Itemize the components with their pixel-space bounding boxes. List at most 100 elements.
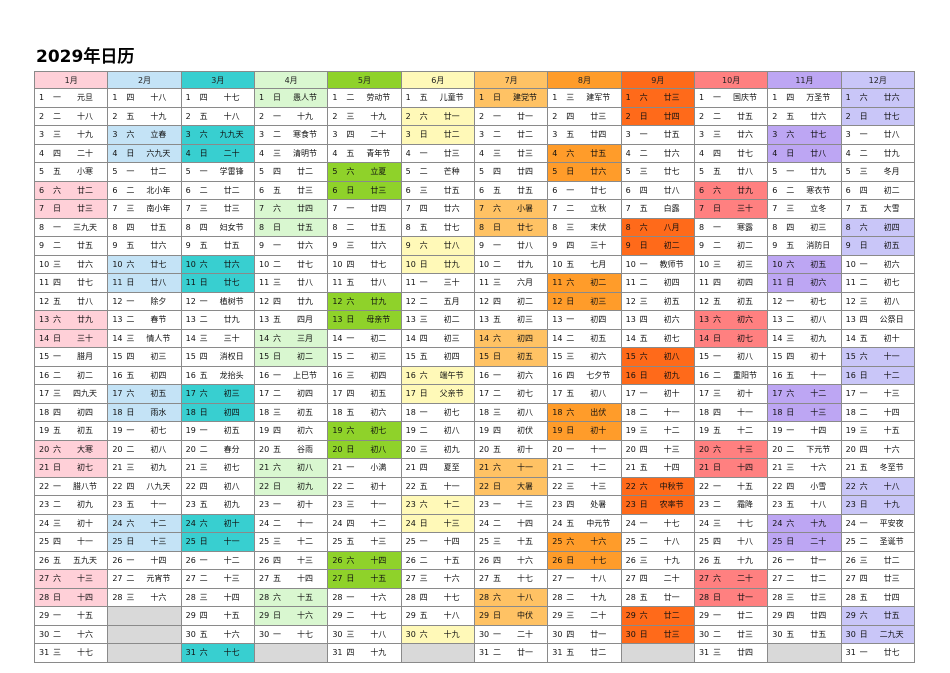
- weekday: 二: [419, 426, 428, 436]
- day-number: 3: [258, 130, 265, 140]
- lunar-label: 十四: [150, 555, 167, 565]
- weekday: 一: [712, 481, 721, 491]
- day-cell: 2 五十八: [180, 106, 255, 126]
- weekday: 日: [346, 185, 355, 195]
- day-cell: 19 五十二: [693, 421, 769, 441]
- day-number: 9: [552, 241, 558, 251]
- weekday: 六: [566, 278, 575, 288]
- weekday: 五: [566, 130, 575, 140]
- table-row: 21 日初七 21 三初九 21 三初七 21 六初八 21 一小满 21 四夏至 21 六十一 21 二十二…: [33, 458, 915, 478]
- weekday: 三: [712, 130, 721, 140]
- day-number: 7: [552, 204, 558, 214]
- lunar-label: 小寒: [77, 167, 93, 177]
- day-cell: 19 一十四: [767, 421, 842, 441]
- day-cell: 11 一三十: [400, 273, 475, 293]
- weekday: 三: [566, 611, 575, 621]
- day-cell: 1 四十七: [180, 88, 255, 108]
- weekday: 一: [712, 93, 721, 103]
- day-number: 16: [698, 370, 710, 380]
- table-row: 31 三十七 31 六十七 31 四十九 31 二廿一 31 五廿二 31 三廿四 31 一廿七: [33, 643, 915, 663]
- lunar-label: 十三: [516, 500, 533, 510]
- weekday: 五: [859, 463, 868, 473]
- day-cell: 10 一初六: [840, 254, 915, 274]
- day-cell: 23 二初九: [33, 495, 109, 515]
- day-cell: 17 三初十: [693, 384, 769, 404]
- weekday: 四: [566, 241, 575, 251]
- lunar-label: 龙抬头: [219, 370, 244, 380]
- weekday: 日: [419, 518, 428, 528]
- lunar-label: 初二: [736, 241, 753, 251]
- day-number: 30: [39, 629, 50, 639]
- day-cell: 9 二初二: [693, 236, 769, 256]
- weekday: 四: [199, 222, 208, 232]
- weekday: 六: [859, 352, 868, 362]
- day-cell: 30 二十六: [33, 624, 109, 644]
- lunar-label: 初八: [736, 352, 753, 362]
- weekday: 三: [492, 537, 501, 547]
- lunar-label: 初二: [296, 352, 313, 362]
- weekday: 六: [786, 130, 795, 140]
- lunar-label: 廿六: [663, 148, 680, 158]
- weekday: 四: [272, 167, 281, 177]
- lunar-label: 廿五: [296, 222, 313, 232]
- day-number: 16: [552, 370, 563, 380]
- day-cell: 10 六初五: [767, 254, 842, 274]
- lunar-label: 十七: [296, 629, 313, 639]
- day-number: 29: [772, 611, 783, 621]
- day-cell: 25 三十二: [253, 532, 329, 552]
- day-number: 13: [845, 315, 856, 325]
- day-number: 25: [698, 537, 710, 547]
- day-cell: 25 三十五: [473, 532, 549, 552]
- weekday: 五: [126, 241, 135, 251]
- weekday: 二: [492, 389, 501, 399]
- day-cell: 15 四初十: [767, 347, 842, 367]
- day-cell: 12 一植树节: [180, 291, 255, 311]
- day-number: 19: [258, 426, 270, 436]
- day-number: 4: [845, 148, 851, 158]
- lunar-label: 建党节: [512, 93, 537, 103]
- lunar-label: 十四: [443, 537, 460, 547]
- day-number: 16: [112, 370, 123, 380]
- weekday: 三: [712, 648, 721, 658]
- weekday: 五: [126, 500, 135, 510]
- day-cell: 12 四廿九: [253, 291, 329, 311]
- day-number: 19: [478, 426, 490, 436]
- day-cell: 22 日大暑: [473, 476, 549, 496]
- day-cell: 29 五十八: [400, 606, 475, 626]
- weekday: 四: [639, 185, 648, 195]
- day-number: 21: [39, 463, 50, 473]
- day-cell: 5 四廿四: [473, 162, 549, 182]
- lunar-label: 初六: [736, 315, 753, 325]
- lunar-label: 北小年: [146, 185, 171, 195]
- day-number: 17: [698, 389, 710, 399]
- weekday: 五: [272, 444, 281, 454]
- lunar-label: 万圣节: [806, 93, 831, 103]
- day-number: 23: [185, 500, 196, 510]
- weekday: 四: [492, 426, 501, 436]
- day-number: 11: [845, 278, 856, 288]
- lunar-label: 十五: [77, 611, 93, 621]
- day-number: 31: [39, 648, 50, 658]
- day-number: 16: [405, 370, 416, 380]
- day-number: 17: [332, 389, 343, 399]
- day-cell: 28 三廿三: [767, 587, 842, 607]
- table-row: 22 一腊八节 22 四八九天 22 四初八 22 日初九 22 二初十 22 五十一 22 日大暑 22 三…: [33, 476, 915, 496]
- weekday: 二: [859, 537, 868, 547]
- lunar-label: 廿七: [443, 222, 460, 232]
- weekday: 五: [419, 93, 428, 103]
- lunar-label: 十八: [663, 537, 680, 547]
- day-number: 18: [698, 407, 710, 417]
- weekday: 五: [492, 574, 501, 584]
- day-number: 3: [698, 130, 705, 140]
- weekday: 五: [53, 555, 61, 565]
- day-cell: 23 六十二: [400, 495, 475, 515]
- lunar-label: 十六: [77, 629, 93, 639]
- day-number: 10: [625, 259, 636, 269]
- weekday: 四: [859, 185, 868, 195]
- lunar-label: 十五: [223, 611, 240, 621]
- day-cell: 25 六十六: [547, 532, 622, 552]
- weekday: 六: [859, 481, 868, 491]
- weekday: 一: [346, 204, 355, 214]
- lunar-label: 十六: [810, 463, 827, 473]
- empty-day-cell: [107, 643, 182, 663]
